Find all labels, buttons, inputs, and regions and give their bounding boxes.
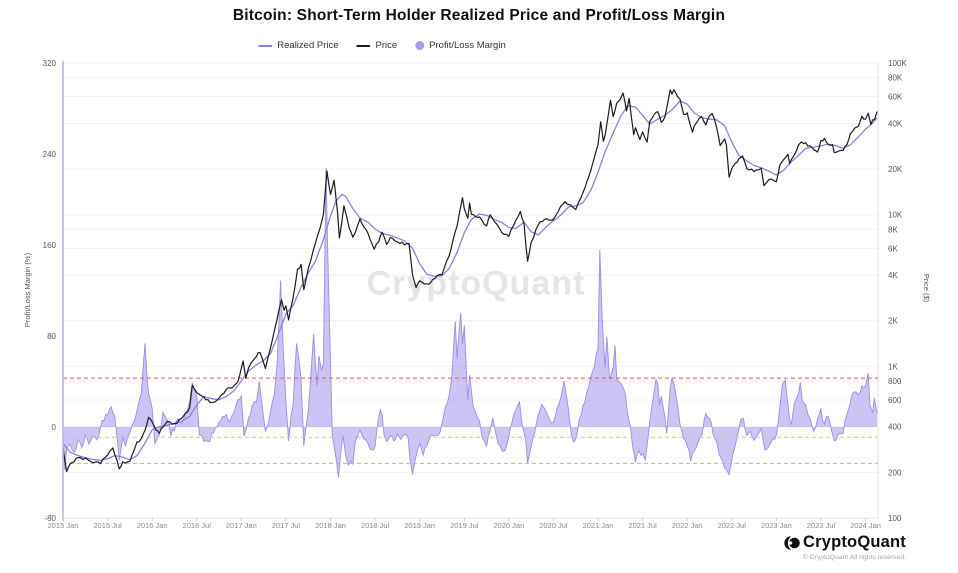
legend-item-profit-loss-margin[interactable]: Profit/Loss Margin	[415, 40, 506, 51]
legend-item-realized-price[interactable]: Realized Price	[258, 40, 339, 51]
axis-tick-label: 160	[43, 241, 57, 250]
axis-tick-label: 100K	[888, 59, 907, 68]
axis-tick-label: 80	[47, 332, 56, 341]
axis-tick-label: 400	[888, 423, 902, 432]
price-line	[62, 89, 878, 473]
axis-tick-label: 20K	[888, 165, 903, 174]
axis-tick-label: 80K	[888, 74, 903, 83]
axis-tick-label: 2015 Jan	[48, 521, 79, 530]
axis-tick-label: 240	[43, 150, 57, 159]
axis-tick-label: 2017 Jul	[272, 521, 301, 530]
axis-tick-label: 2021 Jul	[628, 521, 657, 530]
axis-tick-label: 2020 Jan	[493, 521, 524, 530]
axis-tick-label: 2018 Jul	[361, 521, 390, 530]
axis-tick-label: 0	[52, 423, 57, 432]
axis-tick-label: 2019 Jan	[404, 521, 435, 530]
left-axis-title: Profit/Loss Margin (%)	[23, 252, 32, 327]
axis-tick-label: 40K	[888, 119, 903, 128]
axis-tick-label: 1K	[888, 362, 898, 371]
axis-tick-label: 2018 Jan	[315, 521, 346, 530]
axis-tick-label: 2022 Jan	[672, 521, 703, 530]
axis-tick-label: 2023 Jan	[761, 521, 792, 530]
axis-tick-label: 2016 Jul	[183, 521, 212, 530]
chart-title: Bitcoin: Short-Term Holder Realized Pric…	[232, 7, 726, 24]
copyright-text: © CryptoQuant All rights reserved.	[802, 554, 906, 561]
axis-tick-label: 320	[43, 59, 57, 68]
axis-tick-label: 2019 Jul	[450, 521, 479, 530]
axis-tick-label: 2016 Jan	[137, 521, 168, 530]
axis-tick-label: 2K	[888, 317, 898, 326]
footer-branding: CryptoQuant © CryptoQuant All rights res…	[783, 533, 906, 561]
axis-tick-label: 6K	[888, 244, 898, 253]
axis-tick-label: 100	[888, 514, 902, 523]
legend: Realized Price Price Profit/Loss Margin	[258, 40, 506, 51]
cryptoquant-watermark: CryptoQuant	[366, 264, 586, 303]
axis-tick-label: 800	[888, 377, 902, 386]
axis-tick-label: 200	[888, 468, 902, 477]
axis-tick-label: 8K	[888, 225, 898, 234]
axis-tick-label: 2022 Jul	[718, 521, 747, 530]
axis-tick-label: 2024 Jan	[850, 521, 881, 530]
axis-tick-label: 2023 Jul	[807, 521, 836, 530]
legend-swatch-price	[356, 44, 371, 47]
legend-item-price[interactable]: Price	[356, 40, 398, 51]
cryptoquant-logo-icon	[783, 535, 800, 551]
axis-tick-label: -80	[44, 514, 56, 523]
axis-tick-label: 2020 Jul	[539, 521, 568, 530]
profit-loss-margin-area	[63, 167, 878, 478]
profit-loss-margin-outline	[62, 167, 878, 478]
axis-tick-label: 2017 Jan	[226, 521, 257, 530]
axis-tick-label: 2015 Jul	[93, 521, 122, 530]
brand-name: CryptoQuant	[802, 533, 906, 551]
legend-label-price: Price	[375, 40, 398, 51]
axis-tick-label: 4K	[888, 271, 898, 280]
legend-label-profit-loss-margin: Profit/Loss Margin	[429, 40, 506, 51]
legend-swatch-profit-loss-margin	[415, 41, 425, 50]
legend-label-realized-price: Realized Price	[277, 40, 339, 51]
right-axis-title: Price ($)	[922, 274, 931, 303]
axis-tick-label: 60K	[888, 93, 903, 102]
axis-tick-label: 2021 Jan	[583, 521, 614, 530]
axis-tick-label: 600	[888, 396, 902, 405]
legend-swatch-realized-price	[258, 44, 273, 47]
axis-tick-label: 10K	[888, 211, 903, 220]
